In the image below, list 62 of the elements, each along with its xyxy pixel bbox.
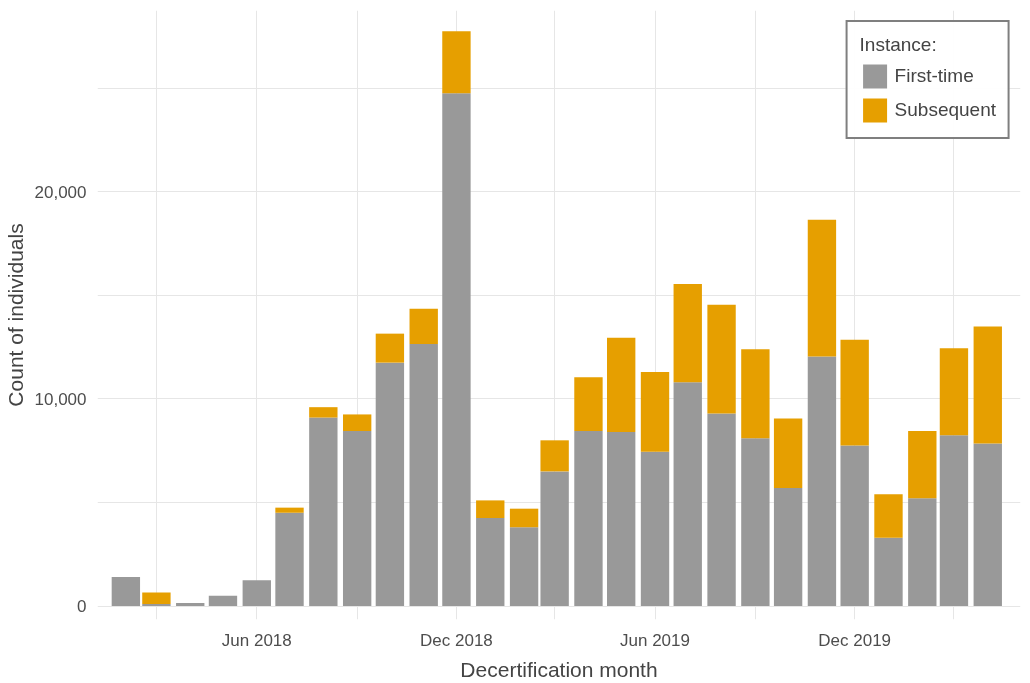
bar bbox=[242, 580, 271, 607]
bar bbox=[342, 414, 372, 431]
bar bbox=[476, 500, 505, 518]
bar bbox=[375, 362, 405, 607]
bar bbox=[840, 445, 869, 607]
legend-title: Instance: bbox=[859, 34, 938, 56]
bar bbox=[640, 451, 670, 607]
bar bbox=[640, 371, 670, 452]
y-tick-label: 0 bbox=[77, 597, 87, 617]
bar bbox=[142, 603, 171, 607]
bar bbox=[908, 498, 937, 607]
bar bbox=[442, 93, 471, 607]
bar bbox=[840, 339, 869, 446]
y-axis-title: Count of individuals bbox=[3, 223, 27, 407]
legend-label: Subsequent bbox=[894, 99, 996, 121]
bar bbox=[142, 592, 171, 604]
bar bbox=[707, 304, 736, 414]
bar bbox=[409, 344, 438, 607]
bar bbox=[309, 407, 338, 418]
bar bbox=[741, 438, 770, 607]
bar bbox=[111, 577, 141, 607]
bar bbox=[509, 527, 539, 607]
bar bbox=[275, 507, 304, 513]
bar bbox=[208, 595, 238, 607]
x-axis-title: Decertification month bbox=[460, 657, 658, 681]
bar bbox=[973, 443, 1002, 607]
bar bbox=[673, 382, 702, 607]
bar bbox=[342, 431, 372, 607]
bar bbox=[574, 431, 603, 607]
x-tick-label: Jun 2018 bbox=[221, 630, 292, 650]
x-tick-label: Dec 2018 bbox=[420, 630, 493, 650]
bar bbox=[574, 377, 603, 431]
x-tick-label: Jun 2019 bbox=[620, 630, 690, 650]
bar bbox=[773, 418, 803, 488]
bar bbox=[607, 432, 636, 607]
bar bbox=[275, 512, 304, 607]
bar bbox=[309, 417, 338, 607]
bar bbox=[973, 326, 1002, 444]
x-tick-label: Dec 2019 bbox=[818, 630, 892, 650]
bar bbox=[176, 602, 205, 607]
bar bbox=[375, 333, 405, 363]
bar bbox=[509, 508, 539, 528]
bar bbox=[409, 308, 438, 344]
bar bbox=[807, 219, 837, 357]
y-tick-label: 20,000 bbox=[34, 182, 87, 202]
bar bbox=[773, 487, 803, 607]
bar bbox=[908, 431, 937, 499]
bar bbox=[741, 349, 770, 439]
bar bbox=[476, 518, 505, 607]
bar bbox=[707, 413, 736, 607]
bar bbox=[874, 494, 903, 538]
y-tick-label: 10,000 bbox=[34, 389, 87, 409]
bar bbox=[442, 31, 471, 94]
bar bbox=[673, 283, 702, 383]
bar bbox=[540, 471, 569, 607]
bar bbox=[540, 440, 569, 472]
bar bbox=[874, 537, 903, 607]
bar bbox=[939, 348, 969, 436]
bar bbox=[939, 435, 969, 607]
legend-label: First-time bbox=[894, 65, 974, 87]
bar bbox=[607, 337, 636, 433]
bar bbox=[807, 356, 837, 607]
